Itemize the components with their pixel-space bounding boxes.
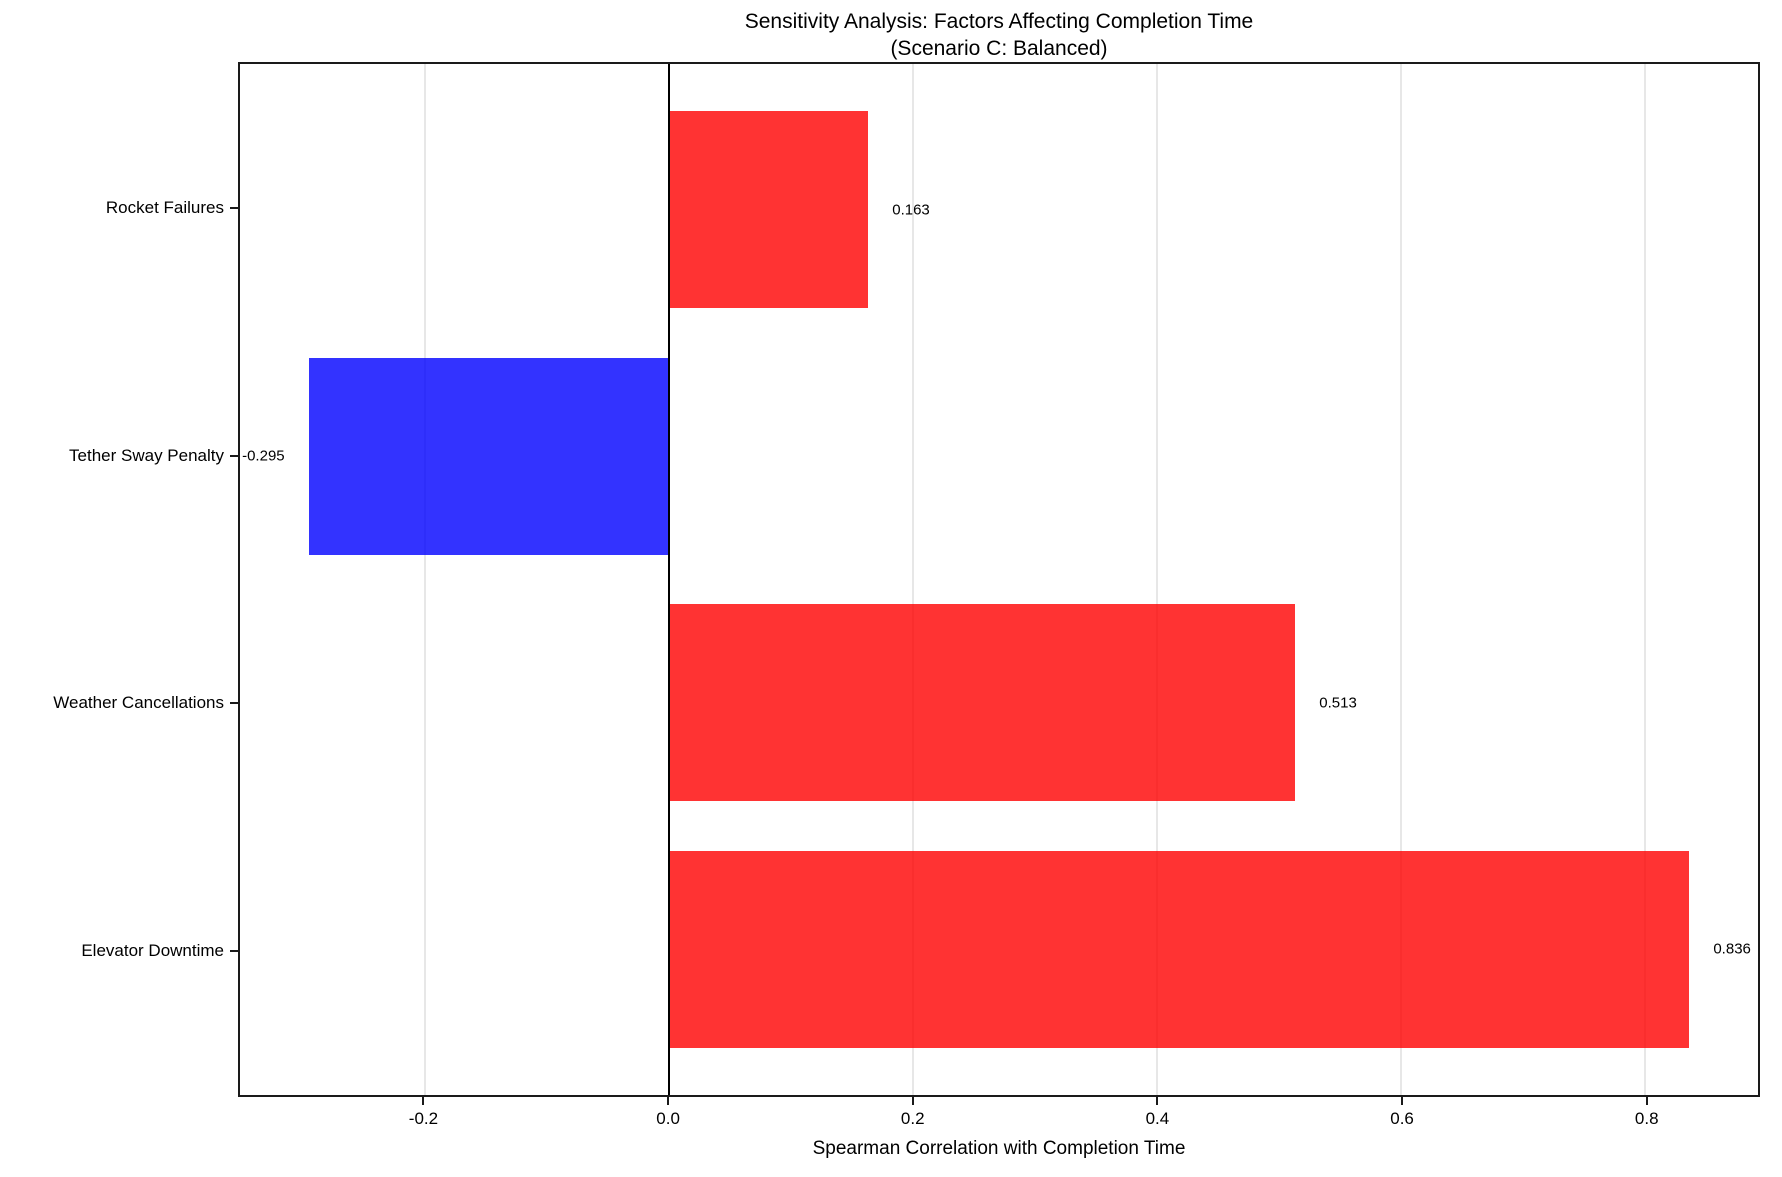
zero-line [667, 64, 670, 1095]
y-category-label: Tether Sway Penalty [69, 445, 224, 465]
y-tick [230, 454, 238, 457]
bar-value-label: -0.295 [242, 447, 285, 465]
x-tick-label: -0.2 [408, 1109, 439, 1128]
x-gridline [423, 64, 426, 1095]
y-tick [230, 949, 238, 952]
x-gridline [911, 64, 914, 1095]
bar-value-label: 0.163 [892, 201, 930, 219]
chart-subtitle: (Scenario C: Balanced) [890, 37, 1108, 60]
y-tick [230, 702, 238, 705]
x-gridline [1400, 64, 1402, 1095]
bar [309, 357, 669, 555]
plot-area: 0.163 -0.295 0.513 0.836 [238, 62, 1760, 1097]
x-tick [911, 1097, 914, 1105]
x-tick [1645, 1097, 1648, 1105]
y-category-label: Weather Cancellations [53, 693, 224, 713]
x-tick [422, 1097, 425, 1105]
y-category-label: Rocket Failures [105, 198, 224, 218]
y-category-label: Elevator Downtime [81, 940, 224, 960]
x-tick [667, 1097, 670, 1105]
bar [668, 850, 1689, 1049]
chart-title: Sensitivity Analysis: Factors Affecting … [744, 10, 1254, 33]
y-tick [230, 207, 238, 210]
bar-value-label: 0.513 [1319, 694, 1357, 712]
x-gridline [1155, 64, 1158, 1095]
bar-value-label: 0.836 [1713, 940, 1751, 958]
chart-title-block: Sensitivity Analysis: Factors Affecting … [745, 8, 1254, 62]
bar [668, 604, 1295, 802]
x-axis-label: Spearman Correlation with Completion Tim… [812, 1138, 1186, 1159]
x-tick [1401, 1097, 1404, 1105]
x-tick-label: 0.8 [1634, 1109, 1659, 1128]
x-tick-label: 0.2 [900, 1109, 925, 1128]
x-tick-label: 0.4 [1145, 1109, 1170, 1128]
x-tick-label: 0.6 [1390, 1109, 1414, 1128]
bar [668, 110, 868, 309]
x-tick-label: 0.0 [656, 1109, 680, 1128]
x-tick [1156, 1097, 1159, 1105]
x-gridline [1644, 64, 1647, 1095]
